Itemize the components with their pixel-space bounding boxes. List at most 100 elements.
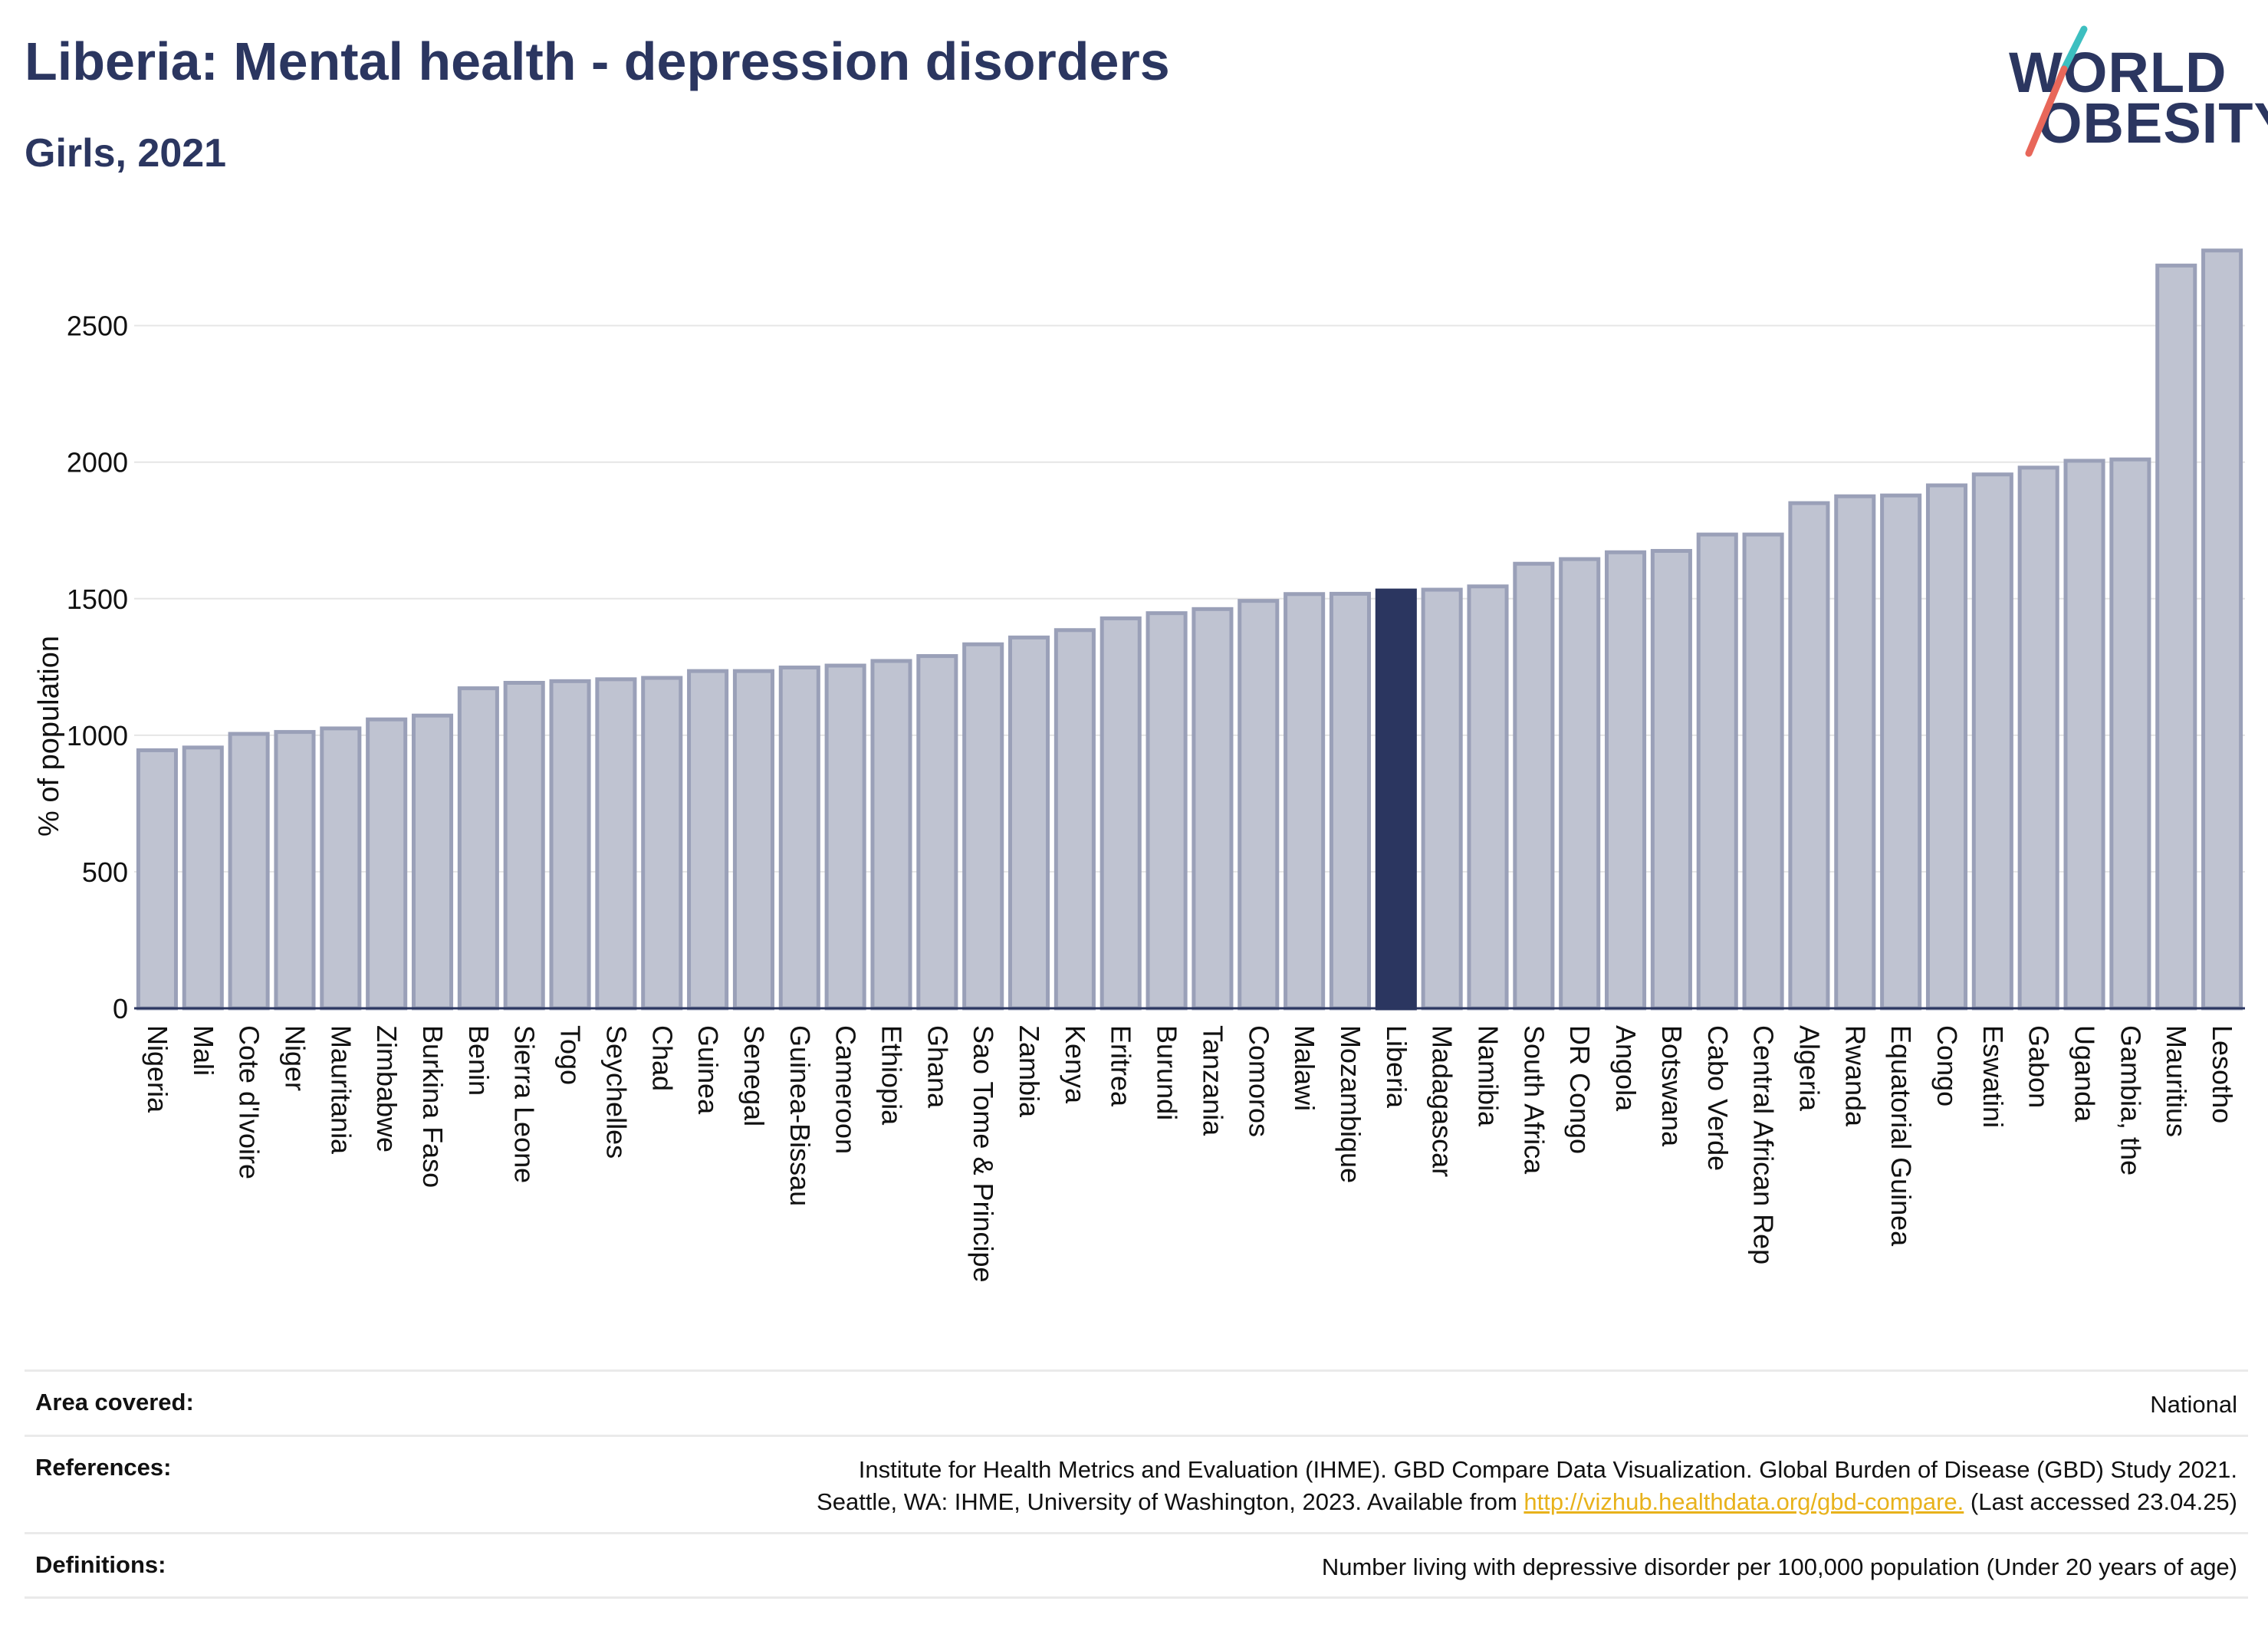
y-tick-label: 0 <box>113 993 128 1024</box>
bar <box>320 726 362 1011</box>
bar <box>2155 263 2197 1011</box>
bar <box>1192 607 1234 1011</box>
references-row: References: Institute for Health Metrics… <box>25 1437 2248 1534</box>
bar <box>1007 635 1050 1011</box>
bar <box>1971 472 2013 1011</box>
x-tick-label: Guinea <box>692 1025 724 1115</box>
bar <box>366 717 408 1011</box>
bar <box>1742 532 1784 1011</box>
bar <box>136 748 178 1011</box>
x-tick-label: Eritrea <box>1106 1025 1137 1107</box>
x-tick-label: Burkina Faso <box>417 1025 449 1188</box>
bar <box>778 666 820 1011</box>
x-tick-label: Ethiopia <box>876 1025 907 1126</box>
bar <box>1099 616 1142 1011</box>
x-tick-label: Ghana <box>922 1025 953 1109</box>
x-tick-label: Benin <box>463 1025 495 1096</box>
x-tick-label: Uganda <box>2069 1025 2101 1123</box>
x-tick-label: Botswana <box>1656 1025 1688 1147</box>
bar <box>1513 561 1555 1011</box>
x-tick-label: Angola <box>1610 1025 1642 1112</box>
chart-subtitle: Girls, 2021 <box>25 131 227 176</box>
x-tick-label: Malawi <box>1289 1025 1320 1111</box>
y-tick-label: 1000 <box>67 720 128 751</box>
x-tick-label: Liberia <box>1381 1025 1412 1109</box>
x-tick-label: Lesotho <box>2207 1025 2238 1123</box>
x-tick-label: Namibia <box>1473 1025 1504 1127</box>
bar <box>732 669 774 1011</box>
x-tick-label: DR Congo <box>1564 1025 1596 1154</box>
x-tick-label: South Africa <box>1518 1025 1550 1175</box>
bar <box>687 669 729 1011</box>
x-tick-label: Burundi <box>1152 1025 1183 1120</box>
x-tick-label: Mali <box>188 1025 219 1076</box>
y-axis-label: % of population <box>33 636 65 837</box>
x-tick-label: Gabon <box>2023 1025 2055 1108</box>
bar <box>1421 587 1463 1011</box>
logo-slash-icon <box>2025 25 2088 157</box>
x-tick-label: Congo <box>1931 1025 1963 1106</box>
x-tick-label: Togo <box>555 1025 587 1085</box>
bar <box>1238 599 1280 1011</box>
metadata-table: Area covered: National References: Insti… <box>25 1369 2248 1599</box>
bar <box>503 680 545 1011</box>
y-tick-label: 2000 <box>67 447 128 478</box>
bar <box>962 642 1004 1011</box>
x-tick-label: Mauritius <box>2161 1025 2192 1137</box>
bar <box>916 654 958 1011</box>
x-tick-label: Cote d'Ivoire <box>234 1025 265 1179</box>
x-tick-label: Chad <box>646 1025 678 1091</box>
x-tick-label: Sierra Leone <box>509 1025 541 1183</box>
bar <box>1925 483 1968 1011</box>
area-covered-label: Area covered: <box>35 1389 194 1415</box>
y-tick-label: 2500 <box>67 311 128 342</box>
bar <box>2017 465 2059 1011</box>
x-tick-label: Senegal <box>738 1025 770 1126</box>
definitions-label: Definitions: <box>35 1550 166 1578</box>
bar <box>824 663 866 1011</box>
bar <box>1284 592 1326 1011</box>
x-tick-label: Mauritania <box>325 1025 357 1155</box>
bar <box>274 730 316 1011</box>
bar <box>1880 493 1922 1011</box>
references-line-1: Institute for Health Metrics and Evaluat… <box>858 1455 2237 1483</box>
x-tick-label: Comoros <box>1243 1025 1274 1137</box>
x-tick-label: Equatorial Guinea <box>1885 1025 1917 1247</box>
bar <box>411 713 454 1011</box>
bar <box>1053 628 1096 1011</box>
logo-line-2: OBESITY <box>2038 91 2268 155</box>
x-tick-label: Zimbabwe <box>371 1025 403 1152</box>
bar <box>1650 548 1692 1011</box>
x-tick-label: Eswatini <box>1977 1025 2009 1128</box>
world-obesity-logo: WORLD OBESITY <box>1994 21 2268 167</box>
bar <box>1605 550 1647 1011</box>
x-tick-label: Mozambique <box>1335 1025 1366 1183</box>
x-tick-label: Rwanda <box>1839 1025 1871 1127</box>
x-tick-label: Cabo Verde <box>1702 1025 1734 1171</box>
references-label: References: <box>35 1453 172 1481</box>
x-tick-label: Kenya <box>1060 1025 1091 1104</box>
area-covered-row: Area covered: National <box>25 1372 2248 1437</box>
references-link[interactable]: http://vizhub.healthdata.org/gbd-compare… <box>1524 1488 1964 1515</box>
x-tick-label: Nigeria <box>142 1025 173 1113</box>
bar-chart: 0 500 1000 1500 2000 2500 Nigeria Mali Cote d'Iv… <box>33 248 2245 1283</box>
bar <box>1788 501 1830 1011</box>
x-tick-label: Guinea-Bissau <box>784 1025 816 1206</box>
bars <box>136 248 2243 1011</box>
area-covered-value: National <box>2150 1391 2237 1418</box>
x-tick-label: Algeria <box>1793 1025 1825 1112</box>
chart-title: Liberia: Mental health - depression diso… <box>25 31 1170 91</box>
bar <box>2063 459 2105 1011</box>
bar <box>595 677 637 1011</box>
bar <box>1329 591 1372 1011</box>
x-tick-label: Seychelles <box>600 1025 632 1159</box>
definitions-row: Definitions: Number living with depressi… <box>25 1534 2248 1599</box>
bar <box>1467 584 1509 1011</box>
bar <box>549 679 591 1011</box>
x-tick-label: Madagascar <box>1427 1025 1458 1177</box>
bar <box>1834 494 1876 1011</box>
definitions-value: Number living with depressive disorder p… <box>1321 1553 2237 1580</box>
x-tick-label: Niger <box>279 1025 311 1091</box>
bar <box>228 732 270 1011</box>
logo-line-1: WORLD <box>2009 41 2227 104</box>
